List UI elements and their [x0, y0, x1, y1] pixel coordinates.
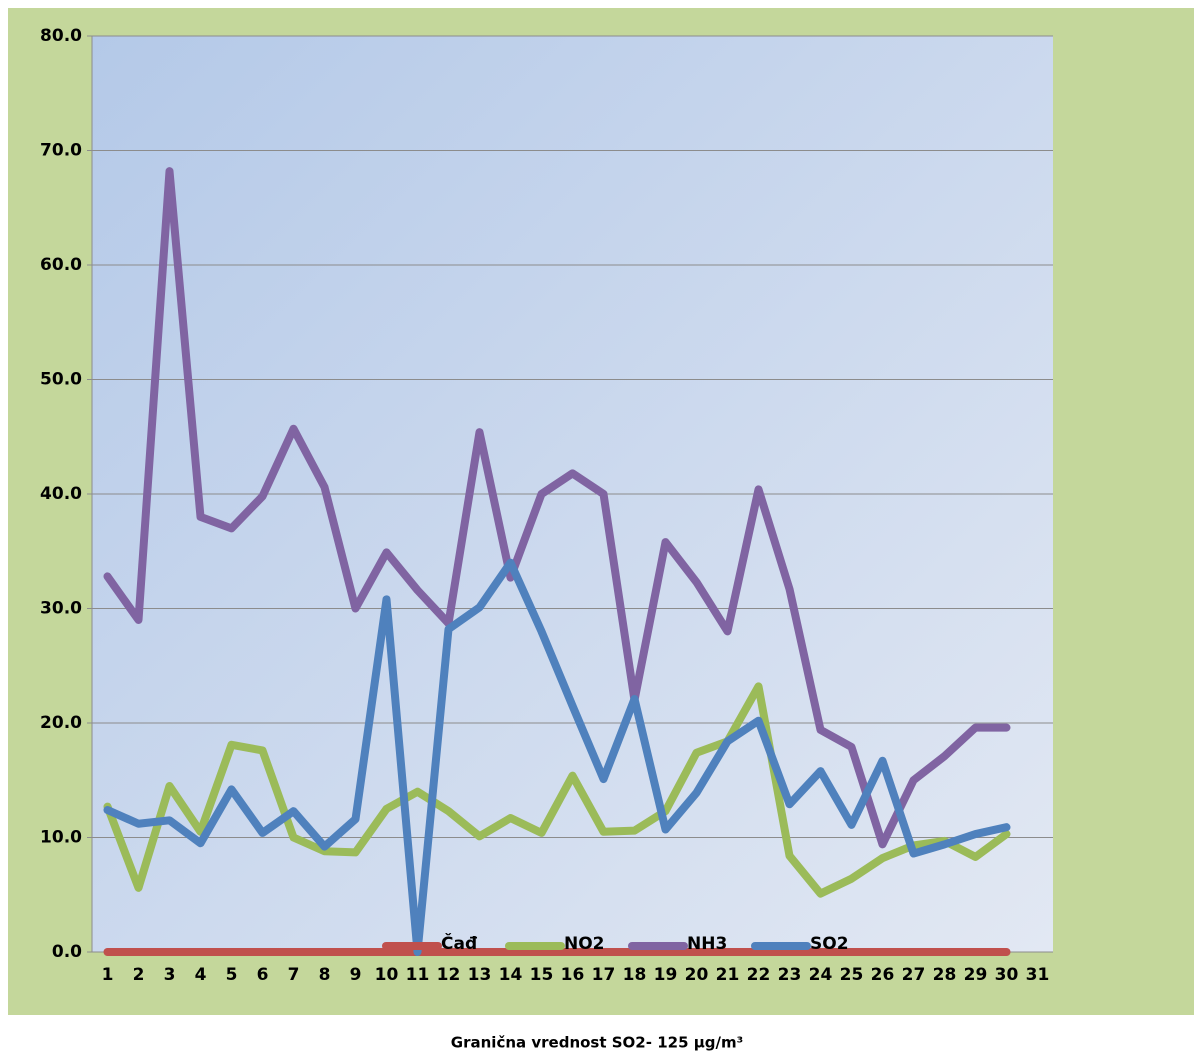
legend-label: NH3: [687, 934, 727, 954]
x-tick-label: 6: [257, 965, 269, 985]
x-tick-label: 19: [654, 965, 678, 985]
x-tick-label: 4: [195, 965, 207, 985]
y-tick-label: 70.0: [40, 141, 82, 161]
x-tick-label: 7: [288, 965, 300, 985]
x-tick-label: 29: [964, 965, 988, 985]
legend-label: NO2: [564, 934, 605, 954]
x-tick-label: 18: [623, 965, 647, 985]
x-tick-label: 23: [778, 965, 802, 985]
series-line: [103, 167, 1011, 849]
x-tick-label: 14: [499, 965, 523, 985]
x-tick-label: 22: [747, 965, 771, 985]
x-tick-label: 21: [716, 965, 740, 985]
x-tick-label: 1: [102, 965, 114, 985]
x-tick-label: 9: [350, 965, 362, 985]
x-tick-label: 5: [226, 965, 238, 985]
x-tick-label: 26: [871, 965, 895, 985]
y-tick-label: 20.0: [40, 713, 82, 733]
x-tick-label: 8: [319, 965, 331, 985]
x-tick-label: 28: [933, 965, 957, 985]
x-tick-label: 27: [902, 965, 926, 985]
y-tick-label: 40.0: [40, 484, 82, 504]
x-tick-label: 31: [1026, 965, 1050, 985]
legend-label: Čađ: [441, 932, 478, 954]
legend-label: SO2: [810, 934, 849, 954]
x-tick-label: 11: [406, 965, 430, 985]
x-tick-label: 15: [530, 965, 554, 985]
x-tick-label: 17: [592, 965, 616, 985]
x-tick-label: 12: [437, 965, 461, 985]
x-tick-label: 13: [468, 965, 492, 985]
x-tick-label: 16: [561, 965, 585, 985]
series-line: [103, 682, 1011, 898]
y-tick-label: 80.0: [40, 26, 82, 46]
x-tick-label: 2: [133, 965, 145, 985]
note: Granična vrednost SO2- 125 µg/m³: [451, 1034, 743, 1052]
x-tick-label: 10: [375, 965, 399, 985]
x-tick-label: 20: [685, 965, 709, 985]
y-tick-label: 30.0: [40, 599, 82, 619]
y-tick-label: 0.0: [52, 942, 82, 962]
y-tick-label: 60.0: [40, 255, 82, 275]
series-line: [103, 558, 1011, 956]
x-tick-label: 30: [995, 965, 1019, 985]
x-tick-label: 3: [164, 965, 176, 985]
y-tick-label: 50.0: [40, 370, 82, 390]
y-tick-label: 10.0: [40, 828, 82, 848]
x-tick-label: 24: [809, 965, 833, 985]
x-tick-label: 25: [840, 965, 864, 985]
